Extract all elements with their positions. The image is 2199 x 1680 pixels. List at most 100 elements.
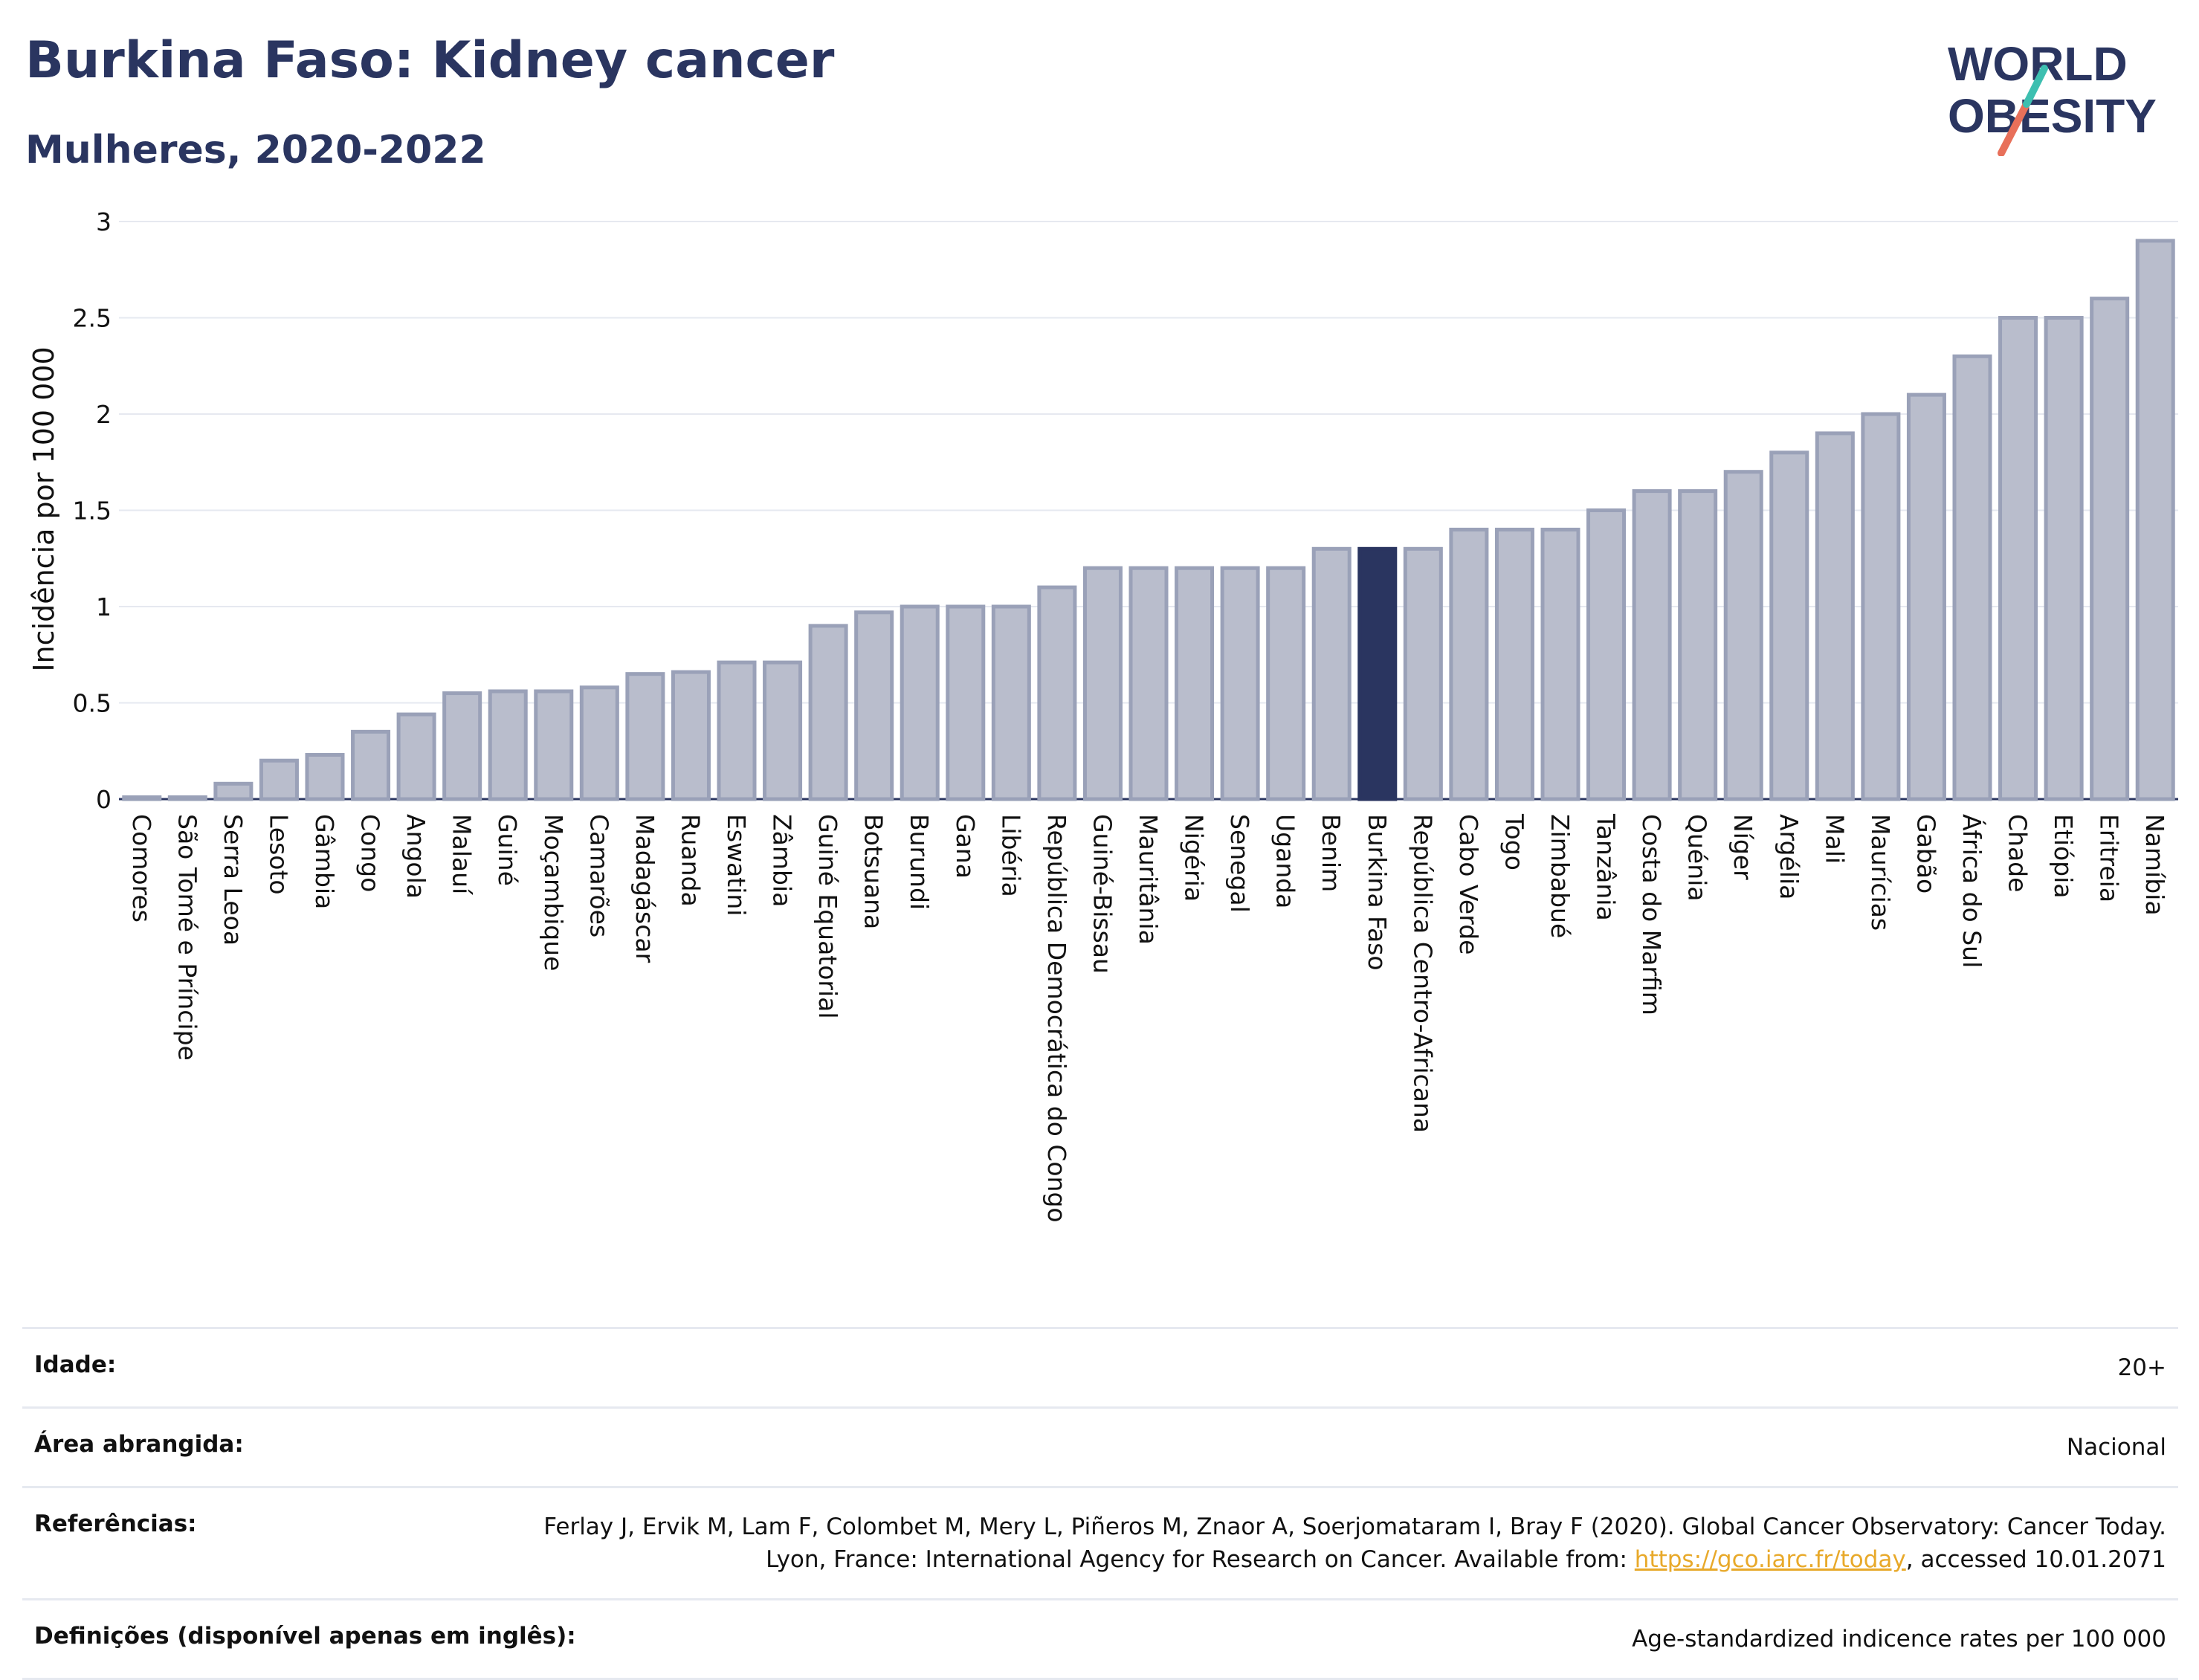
logo-slash-teal [2023, 65, 2048, 108]
x-tick-label: Costa do Marfim [1637, 814, 1666, 1015]
bar [1266, 566, 1306, 801]
x-tick-label: Lesoto [264, 814, 293, 895]
y-tick-labels: 0 0.5 1 1.5 2 2.5 3 [73, 207, 112, 814]
info-row-age: Idade: 20+ [22, 1329, 2178, 1409]
x-tick-label: Togo [1499, 813, 1528, 870]
x-tick-label: Gâmbia [310, 814, 339, 909]
bar [488, 689, 528, 801]
bar [1449, 527, 1489, 801]
info-row-references: Referências: Ferlay J, Ervik M, Lam F, C… [22, 1488, 2178, 1600]
references-link[interactable]: https://gco.iarc.fr/today [1634, 1546, 1906, 1573]
x-tick-label: Nigéria [1180, 814, 1209, 902]
area-label: Área abrangida: [34, 1431, 244, 1458]
bar-highlighted [1357, 546, 1398, 801]
bar [717, 660, 757, 801]
bar [1769, 450, 1809, 801]
age-value: 20+ [2117, 1354, 2166, 1381]
x-tick-label: Malauí [448, 814, 477, 896]
x-tick-label: Uganda [1271, 814, 1300, 908]
bar [1723, 470, 1763, 801]
bar [259, 758, 299, 801]
x-tick-label: Mali [1820, 814, 1849, 864]
bar [579, 685, 619, 801]
x-tick-label: Guiné-Bissau [1088, 814, 1117, 974]
x-tick-label: Botsuana [859, 814, 888, 929]
bar [1586, 508, 1627, 801]
bar [991, 604, 1031, 801]
bar [946, 604, 986, 801]
bar [1128, 566, 1169, 801]
x-tick-label: São Tomé e Príncipe [172, 814, 201, 1061]
references-label: Referências: [34, 1511, 197, 1537]
bar [351, 729, 391, 801]
y-tick-label: 1.5 [73, 497, 112, 526]
x-tick-labels: Comores São Tomé e Príncipe Serra Leoa Leso… [127, 813, 2169, 1223]
bar [625, 672, 665, 801]
world-obesity-logo: WORLD OBESITY [1948, 37, 2157, 156]
bar [305, 752, 345, 801]
bar [854, 610, 894, 801]
bar [2090, 297, 2130, 801]
x-tick-label: África do Sul [1957, 814, 1987, 968]
x-tick-label: Chade [2003, 814, 2032, 892]
x-tick-label: Níger [1728, 814, 1757, 880]
references-text: Ferlay J, Ervik M, Lam F, Colombet M, Me… [543, 1513, 2166, 1573]
y-tick-label: 2.5 [73, 304, 112, 333]
bar [1540, 527, 1580, 801]
x-tick-label: Moçambique [539, 814, 568, 971]
page-title: Burkina Faso: Kidney cancer [25, 31, 835, 90]
x-tick-label: Madagáscar [630, 814, 659, 963]
x-tick-label: Zâmbia [768, 814, 797, 907]
x-tick-label: Guiné Equatorial [813, 814, 842, 1019]
bar [671, 670, 711, 801]
logo-line2: OBESITY [1948, 89, 2157, 143]
bar [763, 660, 803, 801]
definitions-value: Age-standardized indicence rates per 100… [1632, 1626, 2166, 1652]
bar [808, 624, 848, 801]
bar [900, 604, 940, 801]
x-tick-label: Congo [356, 814, 385, 892]
x-tick-label: Gana [951, 814, 980, 879]
logo-slash-red [1998, 100, 2030, 156]
y-tick-label: 0 [96, 785, 112, 814]
bar [1678, 489, 1718, 801]
bar [122, 795, 162, 801]
y-tick-label: 2 [96, 400, 112, 429]
bar [1998, 316, 2038, 801]
bar-chart: 0 0.5 1 1.5 2 2.5 3 Comores São Tomé e Príncipe… [28, 207, 2178, 1223]
definitions-label: Definições (disponível apenas em inglês)… [34, 1623, 576, 1650]
bar [1632, 489, 1672, 801]
y-axis-label: Incidência por 100 000 [28, 346, 60, 671]
age-label: Idade: [34, 1351, 117, 1378]
x-tick-label: Tanzânia [1592, 813, 1621, 921]
bar [1037, 585, 1077, 801]
x-tick-label: Comores [127, 814, 156, 923]
bar [2135, 239, 2175, 801]
x-tick-label: Senegal [1225, 814, 1254, 913]
x-tick-label: República Centro-Africana [1408, 814, 1437, 1133]
info-table: Idade: 20+ Área abrangida: Nacional Refe… [22, 1327, 2178, 1680]
x-tick-label: Ruanda [676, 814, 705, 907]
references-suffix: , accessed 10.01.2071 [1905, 1546, 2166, 1573]
x-tick-label: Eritreia [2095, 814, 2124, 902]
y-tick-label: 0.5 [73, 689, 112, 718]
x-tick-label: República Democrática do Congo [1042, 814, 1071, 1223]
info-row-area: Área abrangida: Nacional [22, 1409, 2178, 1488]
x-tick-label: Libéria [996, 814, 1025, 897]
x-tick-label: Namíbia [2140, 814, 2169, 916]
x-tick-label: Cabo Verde [1454, 814, 1483, 954]
bar [442, 691, 482, 801]
x-tick-label: Serra Leoa [219, 814, 248, 946]
y-tick-label: 3 [96, 207, 112, 236]
x-tick-label: Benim [1317, 814, 1346, 892]
x-tick-label: Burundi [905, 814, 934, 910]
x-tick-label: Zimbabué [1546, 814, 1575, 938]
bars [122, 239, 2175, 801]
bar [167, 795, 207, 801]
y-tick-label: 1 [96, 592, 112, 621]
x-tick-label: Quénia [1683, 814, 1712, 902]
info-row-definitions: Definições (disponível apenas em inglês)… [22, 1600, 2178, 1680]
bar [534, 689, 574, 801]
references-value: Ferlay J, Ervik M, Lam F, Colombet M, Me… [531, 1511, 2166, 1576]
x-tick-label: Gabão [1911, 814, 1940, 894]
